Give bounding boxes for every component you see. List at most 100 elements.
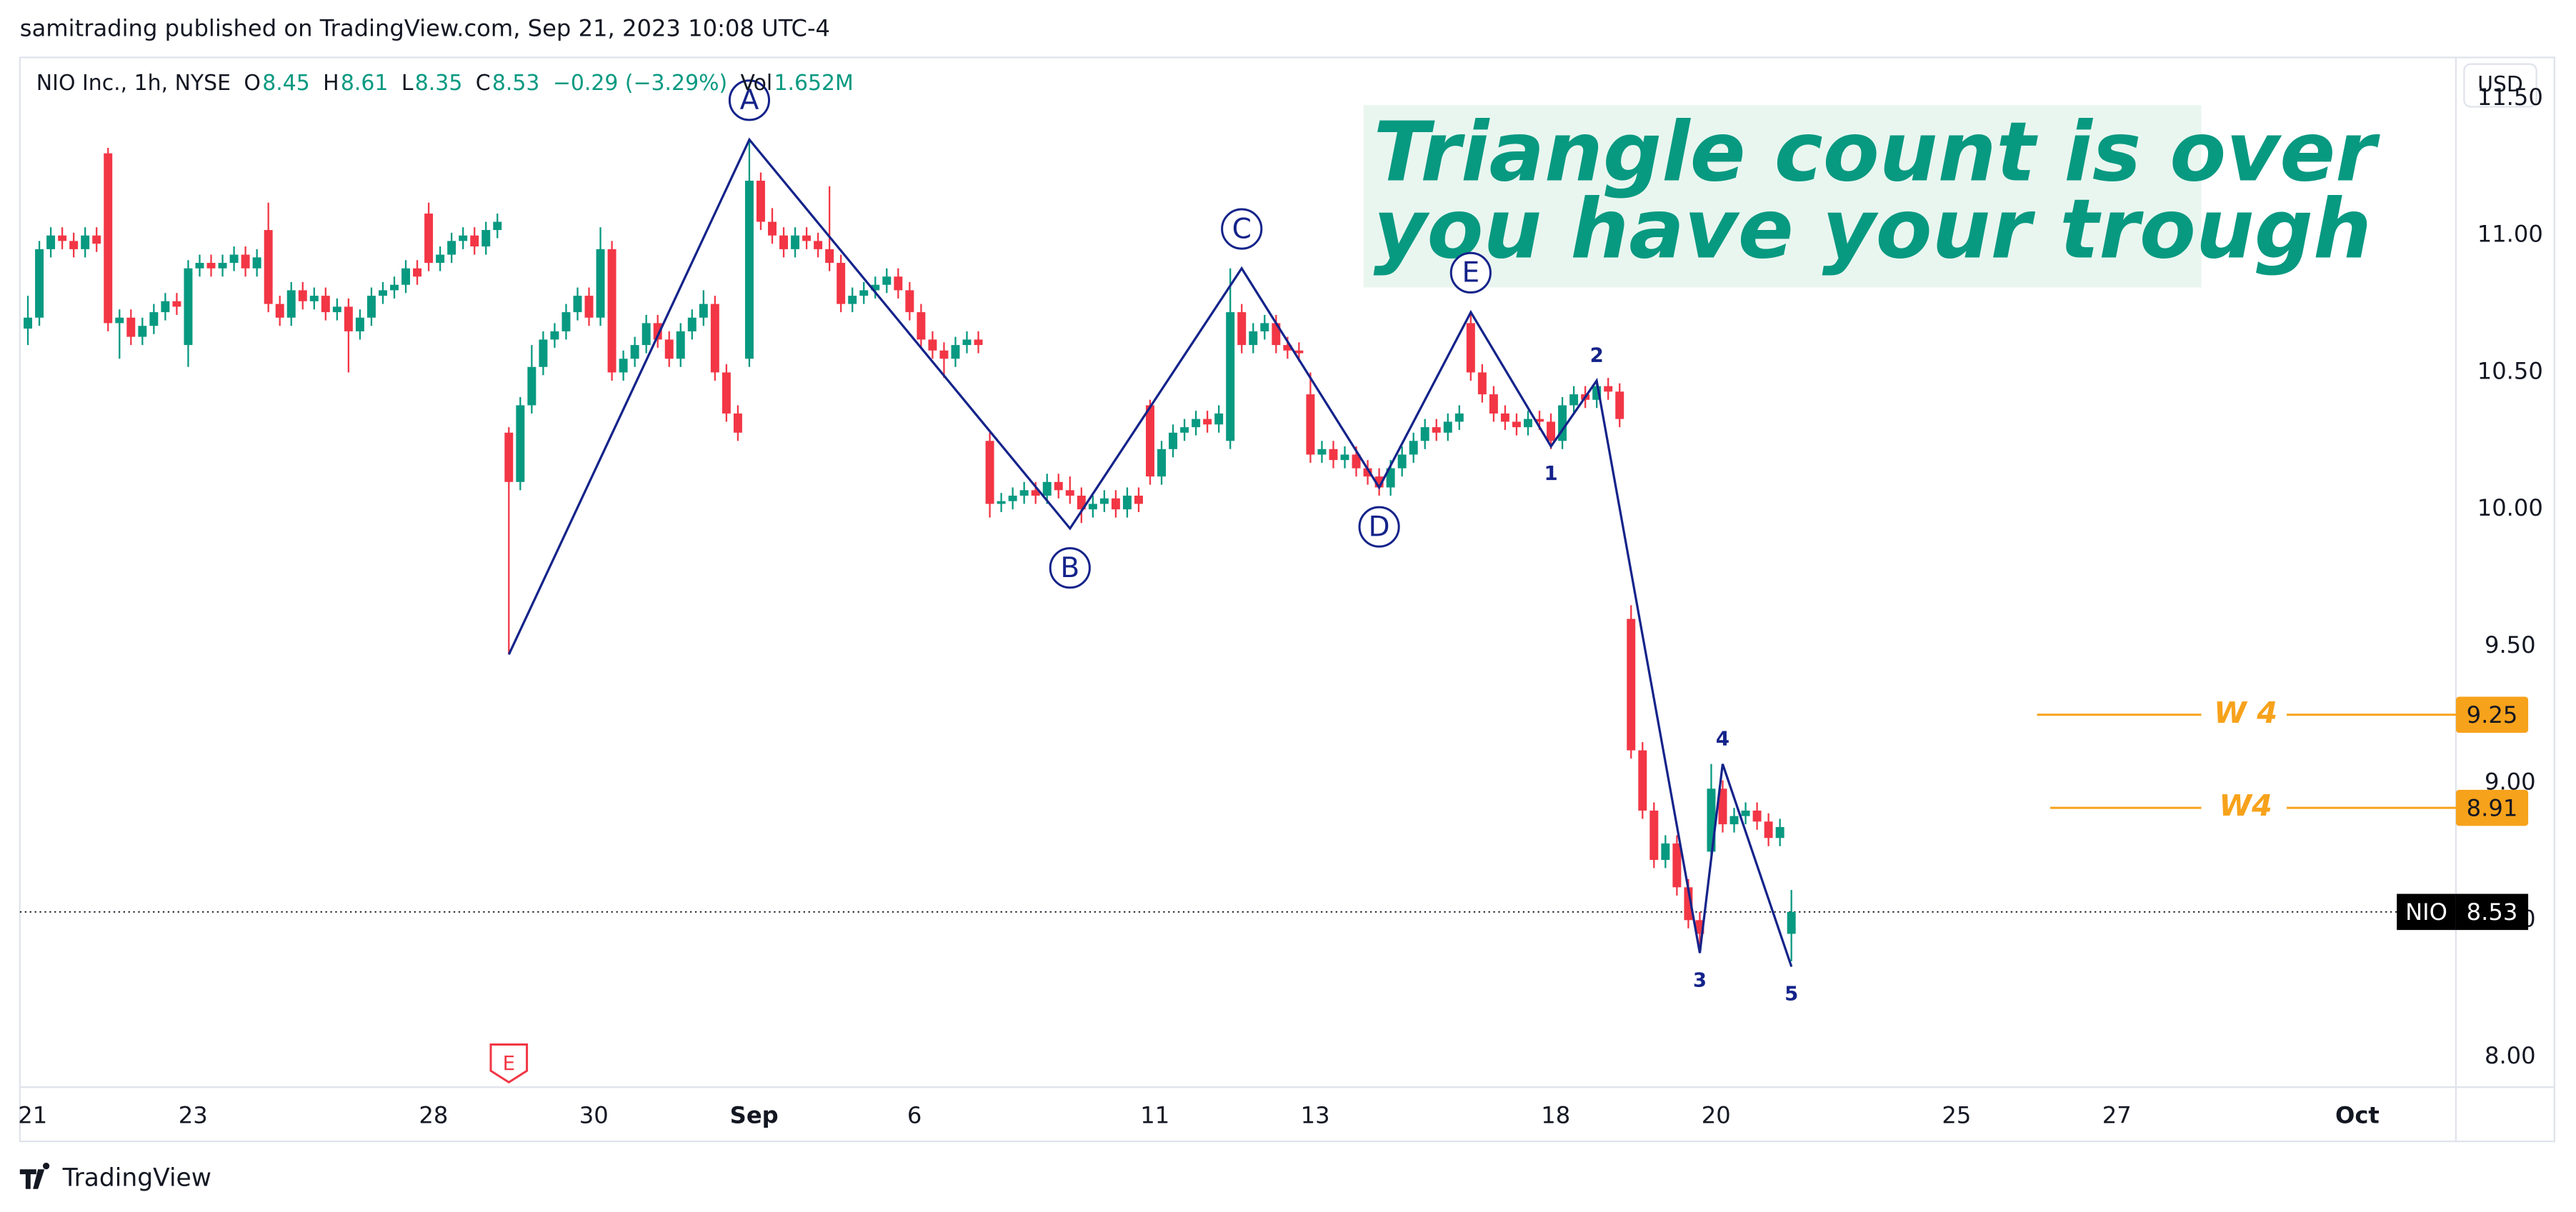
earnings-label: E [503,1051,515,1075]
candle-body [939,350,949,359]
candle-body [882,276,892,285]
candle-body [206,263,216,269]
currency-box[interactable] [2463,63,2537,108]
wave-count: A B C D E 1 2 3 4 5 [507,79,1798,1006]
candle-body [1352,454,1361,469]
y-tick-label: 11.50 [2477,84,2543,111]
candle-body [459,235,468,241]
candle-body [917,312,926,340]
candle-body [676,331,685,359]
volume-value: 1.652M [774,71,854,96]
wave-label: 5 [1784,982,1798,1006]
quote-value: 8.35 [415,71,463,96]
candle-body [104,153,113,324]
candle-body [584,296,594,318]
candle-body [149,312,159,326]
candle-body [1226,312,1235,441]
candle-body [1169,432,1178,449]
y-tick-label: 10.00 [2477,494,2543,521]
candle-body [401,268,411,285]
candle-body [516,405,525,482]
candle-body [1524,419,1532,428]
candle-body [848,296,857,304]
candle-body [550,331,559,340]
candle-body [1340,454,1349,461]
candle-body [859,290,869,296]
level-label-bg [2201,696,2287,733]
candle-body [607,249,616,373]
quote-key: O [244,71,261,96]
candle-body [1111,498,1120,510]
candle-body [928,339,937,351]
candle-body [825,249,834,264]
x-tick-label: Sep [730,1102,779,1129]
level-label: W4 [2219,788,2272,823]
x-tick-label: 6 [907,1102,922,1129]
candle-body [951,345,960,359]
candle-body [1065,490,1074,496]
candle-body [1454,413,1464,422]
candle-body [1088,504,1097,510]
candle-body [1294,350,1304,354]
wave-label: 1 [1544,461,1557,485]
brand-name: TradingView [62,1164,211,1193]
quote-value: 8.61 [341,71,389,96]
candle-body [1558,405,1567,441]
candle-body [229,254,239,264]
candle-body [309,296,319,301]
candle-body [768,221,777,236]
candle-body [1214,413,1224,425]
candle-body [1684,887,1693,921]
quote-key: C [476,71,491,96]
candle-body [1203,419,1212,425]
candle-body [390,284,399,291]
candle-body [1707,788,1716,852]
candle-body [46,235,56,249]
candle-body [332,306,341,313]
wave-label: 4 [1716,726,1729,750]
candle-body [1547,421,1556,441]
candle-body [138,326,147,337]
candle-body [126,317,136,337]
candle-body [664,339,674,359]
candle-body [837,263,846,304]
candle-body [1077,495,1086,510]
candle-body [321,296,330,313]
level-label: W 4 [2214,696,2277,730]
candle-body [1764,821,1773,838]
candle-body [447,241,456,255]
candle-body [1054,481,1063,491]
x-tick-label: 11 [1140,1102,1169,1129]
candle-body [1729,816,1739,825]
candle-body [413,268,422,277]
candle-body [814,241,823,249]
x-tick-label: 23 [179,1102,208,1129]
wave-label: C [1232,213,1252,245]
symbol-label: NIO Inc., 1h, NYSE [36,71,231,96]
candle-body [1019,490,1029,496]
candle-body [699,304,708,318]
candle-body [286,290,296,318]
wave-label: D [1369,511,1390,543]
currency-label: USD [2477,72,2523,97]
candle-body [962,339,972,346]
candle-body [1477,372,1487,395]
candle-body [1615,391,1624,419]
candle-body [539,339,548,367]
candle-body [436,254,445,264]
candle-body [92,235,101,244]
candle-body [481,230,491,247]
candle-body [791,235,800,249]
candle-body [1592,386,1602,400]
candle-body [1386,468,1395,488]
y-tick-label: 9.00 [2485,768,2536,796]
candle-body [493,221,502,231]
candle-body [1157,449,1167,477]
candle-body [733,413,742,433]
candle-body [161,301,170,313]
candle-body [596,249,605,318]
candle-body [1008,495,1017,501]
candle-body [1718,788,1727,825]
wave-label-circle [1221,208,1263,250]
